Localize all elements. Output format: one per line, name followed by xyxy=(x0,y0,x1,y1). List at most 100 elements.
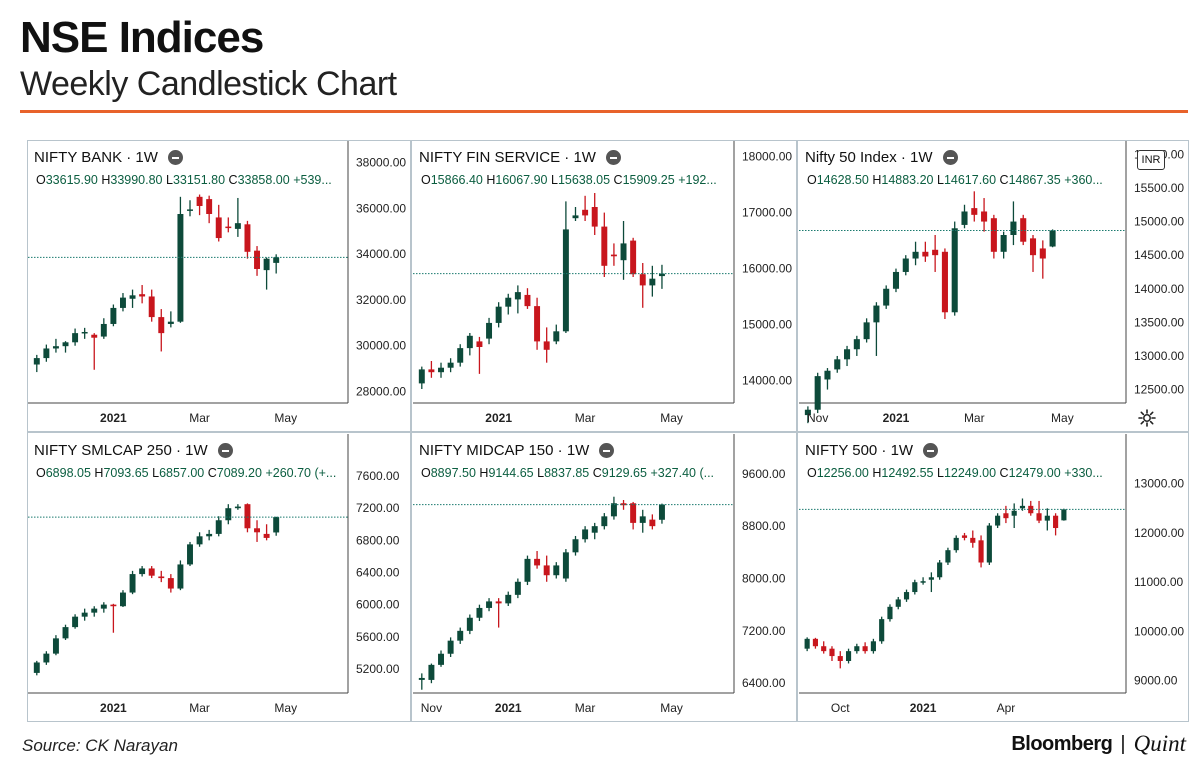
candle[interactable] xyxy=(862,642,868,654)
candle[interactable] xyxy=(244,503,251,533)
candle[interactable] xyxy=(873,302,880,356)
candle[interactable] xyxy=(33,354,40,373)
candle[interactable] xyxy=(601,212,608,277)
candle[interactable] xyxy=(981,198,988,232)
candle[interactable] xyxy=(206,529,213,541)
candle[interactable] xyxy=(62,341,69,353)
candle[interactable] xyxy=(887,604,893,622)
candle[interactable] xyxy=(928,572,934,593)
candle[interactable] xyxy=(591,193,598,235)
candle[interactable] xyxy=(902,255,909,276)
candle[interactable] xyxy=(1029,235,1037,272)
candle[interactable] xyxy=(62,624,69,640)
candle[interactable] xyxy=(158,309,165,352)
candle[interactable] xyxy=(418,366,425,389)
candle[interactable] xyxy=(951,221,958,316)
candle[interactable] xyxy=(922,241,929,262)
candle[interactable] xyxy=(139,566,146,577)
candle[interactable] xyxy=(486,317,493,345)
candle[interactable] xyxy=(187,541,193,567)
candle[interactable] xyxy=(177,560,184,591)
candle[interactable] xyxy=(52,338,59,353)
candle[interactable] xyxy=(879,616,885,644)
candle[interactable] xyxy=(978,535,984,568)
candle[interactable] xyxy=(812,637,818,649)
candle[interactable] xyxy=(582,195,589,221)
candle[interactable] xyxy=(215,516,222,537)
candle[interactable] xyxy=(562,549,569,582)
candle[interactable] xyxy=(167,311,174,328)
candle[interactable] xyxy=(610,496,617,520)
candle[interactable] xyxy=(1044,508,1050,531)
candle[interactable] xyxy=(438,650,444,667)
candle[interactable] xyxy=(990,214,997,259)
candle[interactable] xyxy=(1039,240,1046,279)
candle[interactable] xyxy=(941,248,948,319)
candle[interactable] xyxy=(244,220,251,259)
minus-circle-icon[interactable] xyxy=(167,150,183,165)
candle[interactable] xyxy=(845,648,852,664)
candle[interactable] xyxy=(834,355,841,373)
candle[interactable] xyxy=(658,503,665,524)
candle[interactable] xyxy=(543,327,550,363)
candle[interactable] xyxy=(639,263,646,308)
candle[interactable] xyxy=(33,660,40,676)
candle[interactable] xyxy=(81,327,88,339)
candle[interactable] xyxy=(601,513,608,530)
candle[interactable] xyxy=(971,191,978,222)
candle[interactable] xyxy=(447,358,454,373)
candle[interactable] xyxy=(158,570,165,583)
minus-circle-icon[interactable] xyxy=(599,443,615,458)
candle[interactable] xyxy=(196,194,203,216)
candle[interactable] xyxy=(844,345,851,367)
candle[interactable] xyxy=(187,200,193,217)
candle[interactable] xyxy=(630,501,637,530)
candle[interactable] xyxy=(912,241,919,266)
candle[interactable] xyxy=(457,627,464,644)
candle[interactable] xyxy=(1053,513,1059,536)
candle[interactable] xyxy=(139,285,146,304)
candle[interactable] xyxy=(43,651,50,665)
currency-badge[interactable]: INR xyxy=(1137,150,1165,170)
panel-nifty-fin-service[interactable]: 18000.00 17000.00 16000.00 15000.00 14000.00… xyxy=(413,141,796,431)
candle[interactable] xyxy=(495,598,502,628)
candle[interactable] xyxy=(428,361,435,378)
panel-nifty-midcap-150[interactable]: 9600.00 8800.00 8000.00 7200.00 6400.00 Nov 20… xyxy=(413,434,796,721)
candle[interactable] xyxy=(824,368,831,390)
candle[interactable] xyxy=(543,555,550,582)
minus-circle-icon[interactable] xyxy=(605,150,621,165)
candle[interactable] xyxy=(100,602,107,613)
candle[interactable] xyxy=(1019,498,1026,511)
candle[interactable] xyxy=(814,372,821,414)
candle[interactable] xyxy=(120,590,126,608)
candle[interactable] xyxy=(514,285,521,314)
candle[interactable] xyxy=(903,589,910,602)
candle[interactable] xyxy=(804,637,810,652)
candle[interactable] xyxy=(1028,500,1034,516)
candle[interactable] xyxy=(234,197,241,237)
candle[interactable] xyxy=(273,516,280,536)
candle[interactable] xyxy=(534,297,541,350)
candle[interactable] xyxy=(43,344,50,362)
candle[interactable] xyxy=(196,532,203,547)
candle[interactable] xyxy=(639,509,646,533)
candle[interactable] xyxy=(263,524,270,541)
gear-icon[interactable] xyxy=(1137,408,1157,428)
candlestick-chart[interactable]: 18000.00 17000.00 16000.00 15000.00 14000.00… xyxy=(413,141,796,431)
candle[interactable] xyxy=(937,560,943,580)
candle[interactable] xyxy=(148,566,155,579)
candle[interactable] xyxy=(620,221,627,280)
candlestick-chart[interactable]: 7600.00 7200.00 6800.00 6400.00 6000.00 5600.… xyxy=(28,434,410,721)
candle[interactable] xyxy=(572,535,579,556)
candle[interactable] xyxy=(853,335,860,356)
candle[interactable] xyxy=(920,577,926,585)
candle[interactable] xyxy=(912,579,918,595)
panel-nifty-500[interactable]: 13000.00 12000.00 11000.00 10000.00 9000.00 O… xyxy=(799,434,1188,721)
candle[interactable] xyxy=(447,637,454,658)
candle[interactable] xyxy=(72,614,79,629)
candle[interactable] xyxy=(863,318,870,343)
candle[interactable] xyxy=(553,324,560,345)
candle[interactable] xyxy=(177,196,184,323)
candle[interactable] xyxy=(953,535,959,553)
candle[interactable] xyxy=(892,268,900,293)
